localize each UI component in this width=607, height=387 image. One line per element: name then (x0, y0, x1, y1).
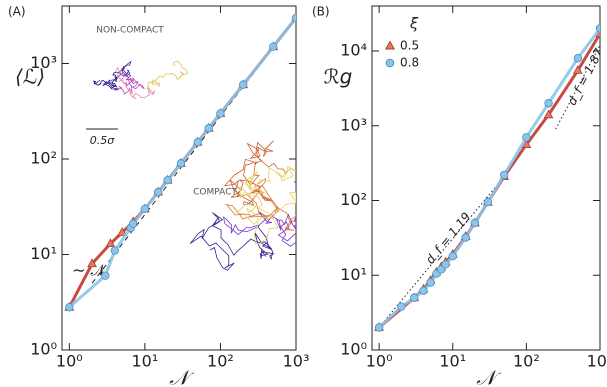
data-point (216, 109, 225, 118)
data-point (461, 233, 470, 242)
data-point (269, 42, 278, 51)
y-tick-label: 10³ (30, 53, 57, 72)
y-tick-label: 10³ (340, 115, 367, 134)
x-axis-label: 𝒩 (169, 366, 194, 387)
plot-frame (61, 5, 297, 351)
data-point (105, 238, 116, 248)
inset-trajectory (225, 177, 296, 231)
series-line (378, 27, 600, 329)
legend-marker (384, 40, 396, 50)
plot-area: ∼ 𝒩 (64, 12, 296, 312)
y-tick-label: 10¹ (340, 265, 367, 284)
panel-label: (A) (8, 5, 26, 19)
data-point (500, 170, 509, 180)
x-axis-label: 𝒩 (476, 366, 501, 387)
inset-trajectory (146, 60, 189, 91)
x-tick-label: 10⁰ (366, 352, 393, 371)
data-point (543, 109, 554, 119)
y-tick-label: 10⁰ (340, 340, 367, 359)
data-point (117, 227, 128, 236)
data-point (87, 258, 97, 268)
x-tick-label: 10¹ (439, 352, 466, 371)
x-tick-label: 10² (207, 352, 234, 371)
data-point (110, 246, 120, 255)
data-point (291, 13, 296, 23)
data-point (544, 99, 553, 108)
inset-trajectory (290, 180, 296, 222)
plot-frame (371, 5, 601, 351)
legend-label: 0.5 (400, 39, 419, 53)
y-tick-label: 10¹ (30, 244, 57, 263)
data-point (163, 175, 172, 185)
data-point (410, 293, 419, 302)
y-tick-label: 10⁴ (340, 41, 367, 60)
data-point (522, 133, 531, 142)
x-tick-label: 10⁰ (56, 352, 83, 371)
y-axis-label: ℛg (324, 65, 353, 89)
data-point (573, 54, 583, 63)
legend-label: 0.8 (400, 56, 419, 70)
inset-trajectory (115, 66, 156, 100)
data-point (419, 286, 428, 295)
inset-trajectory (102, 60, 132, 91)
plot-area: d_f = 1.19d_f = 1.87 (374, 24, 600, 332)
data-point (238, 80, 248, 89)
data-point (441, 260, 450, 269)
data-point (176, 159, 186, 168)
panel-label: (B) (312, 5, 330, 19)
data-point (193, 137, 202, 147)
x-tick-label: 10¹ (131, 352, 158, 371)
legend-marker (385, 58, 395, 68)
data-point (128, 219, 138, 228)
data-point (470, 218, 480, 228)
data-point (572, 65, 583, 74)
reference-line (91, 17, 296, 284)
data-point (397, 302, 406, 311)
data-point (448, 251, 457, 261)
y-axis-label: ⟨ℒ⟩ (15, 65, 45, 89)
data-point (595, 24, 600, 33)
inset-trajectory (92, 69, 130, 90)
data-point (483, 197, 493, 207)
legend-title: ξ (409, 15, 419, 33)
inset-trajectory (222, 212, 296, 247)
data-point (65, 303, 74, 312)
y-tick-label: 10⁰ (30, 340, 57, 359)
data-point (204, 124, 213, 133)
annotation: NON-COMPACT (96, 26, 164, 36)
y-tick-label: 10² (340, 190, 367, 209)
annotation: COMPACT (193, 188, 237, 198)
data-point (140, 204, 150, 214)
data-point (374, 323, 384, 332)
y-tick-label: 10² (30, 148, 57, 167)
inset-trajectory (117, 77, 145, 95)
x-tick-label: 10³ (587, 352, 607, 371)
data-point (153, 187, 163, 197)
inset-trajectory (189, 212, 275, 271)
annotation: 0.5σ (90, 134, 115, 147)
data-point (101, 271, 110, 280)
x-tick-label: 10³ (283, 352, 310, 371)
inset-trajectory (235, 165, 296, 245)
x-tick-label: 10² (513, 352, 540, 371)
data-point (426, 278, 435, 287)
